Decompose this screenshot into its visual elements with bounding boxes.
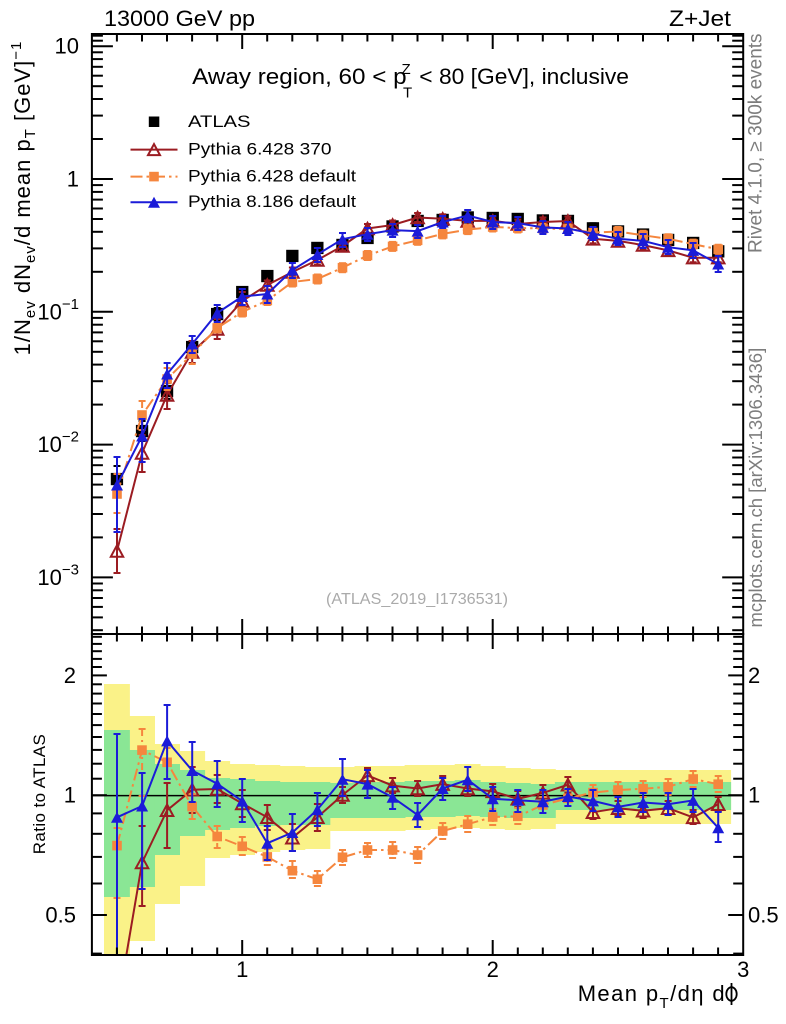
- svg-text:3: 3: [737, 957, 749, 982]
- svg-text:13000 GeV pp: 13000 GeV pp: [104, 6, 255, 31]
- svg-text:mcplots.cern.ch [arXiv:1306.34: mcplots.cern.ch [arXiv:1306.3436]: [745, 348, 766, 628]
- svg-text:10: 10: [55, 34, 79, 59]
- svg-text:2: 2: [748, 663, 760, 688]
- svg-text:1: 1: [64, 783, 76, 808]
- svg-text:Z+Jet: Z+Jet: [669, 6, 731, 31]
- svg-text:T: T: [403, 85, 412, 102]
- svg-text:Z: Z: [402, 61, 411, 78]
- svg-text:Rivet 4.1.0, ≥ 300k events: Rivet 4.1.0, ≥ 300k events: [746, 33, 767, 253]
- svg-text:< 80 [GeV], inclusive: < 80 [GeV], inclusive: [419, 64, 629, 89]
- svg-text:Ratio to ATLAS: Ratio to ATLAS: [30, 734, 49, 855]
- svg-text:1: 1: [236, 957, 248, 982]
- svg-text:(ATLAS_2019_I1736531): (ATLAS_2019_I1736531): [326, 591, 508, 608]
- svg-text:0.5: 0.5: [45, 903, 76, 928]
- svg-text:2: 2: [64, 663, 76, 688]
- svg-text:1: 1: [67, 167, 79, 192]
- svg-text:1: 1: [748, 783, 760, 808]
- svg-text:Away region, 60 < p: Away region, 60 < p: [192, 64, 406, 89]
- svg-text:Pythia 6.428 370: Pythia 6.428 370: [188, 140, 332, 159]
- svg-text:0.5: 0.5: [748, 903, 779, 928]
- svg-text:Pythia 8.186 default: Pythia 8.186 default: [188, 192, 356, 211]
- svg-text:10−3: 10−3: [37, 561, 79, 590]
- svg-text:2: 2: [487, 957, 499, 982]
- svg-text:Pythia 6.428 default: Pythia 6.428 default: [188, 167, 356, 186]
- svg-text:ATLAS: ATLAS: [188, 112, 251, 131]
